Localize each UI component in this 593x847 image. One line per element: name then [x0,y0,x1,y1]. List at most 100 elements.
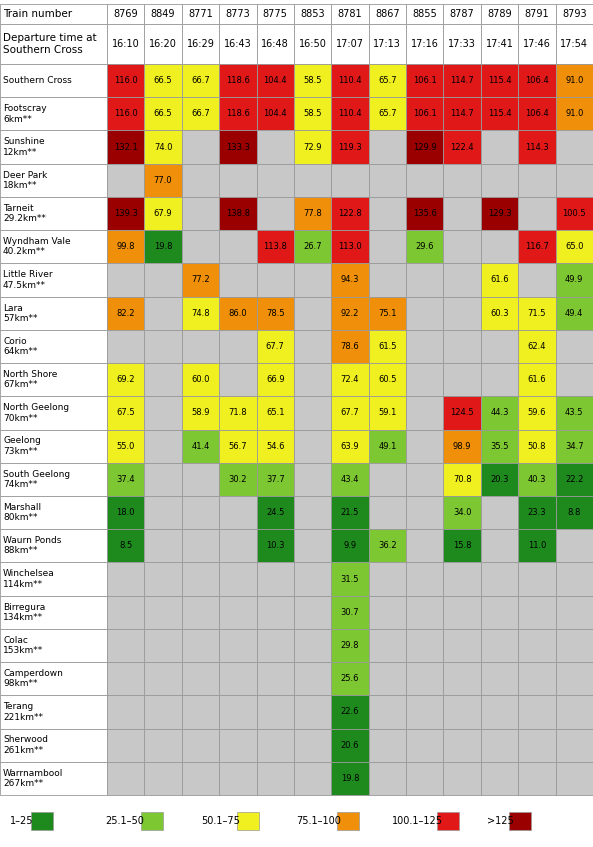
Bar [257,163,294,197]
Bar [0,130,107,163]
Bar [556,562,593,595]
Text: 8855: 8855 [412,9,437,19]
Bar [182,130,219,163]
Bar [518,263,556,296]
Bar [107,4,144,24]
Bar [144,163,182,197]
Bar [369,163,406,197]
Bar [406,4,444,24]
Bar [556,761,593,795]
Bar [0,761,107,795]
Text: Deer Park
18km**: Deer Park 18km** [3,170,47,190]
Text: 66.7: 66.7 [191,109,210,119]
Text: 106.4: 106.4 [525,76,549,85]
Text: 8849: 8849 [151,9,176,19]
Bar [294,24,331,64]
Bar [294,263,331,296]
Text: 17:33: 17:33 [448,39,476,49]
Bar [257,296,294,329]
Bar [182,296,219,329]
Bar [481,628,518,662]
Bar [182,662,219,695]
Bar [0,628,107,662]
Bar [556,429,593,462]
Bar [257,695,294,728]
Text: Camperdown
98km**: Camperdown 98km** [3,669,63,689]
Bar [444,329,481,363]
Bar [144,263,182,296]
Bar [481,695,518,728]
Bar [518,163,556,197]
Bar [444,628,481,662]
Bar [107,662,144,695]
Text: 114.3: 114.3 [525,142,549,152]
Text: 49.4: 49.4 [565,308,584,318]
Text: 25.1–50: 25.1–50 [106,817,144,827]
Text: Geelong
73km**: Geelong 73km** [3,436,41,456]
Text: 114.7: 114.7 [450,76,474,85]
Bar [331,761,369,795]
Text: 41.4: 41.4 [192,441,210,451]
Text: 8867: 8867 [375,9,400,19]
Bar [219,329,257,363]
Bar [107,496,144,529]
Bar [144,197,182,230]
Text: 29.6: 29.6 [416,242,434,252]
Bar [219,761,257,795]
Text: North Geelong
70km**: North Geelong 70km** [3,403,69,423]
Text: 67.7: 67.7 [266,342,285,351]
Bar [141,812,163,830]
Text: 129.3: 129.3 [487,209,511,218]
Text: 8793: 8793 [562,9,586,19]
Text: 110.4: 110.4 [338,76,362,85]
Text: 65.7: 65.7 [378,109,397,119]
Text: 110.4: 110.4 [338,109,362,119]
Bar [107,529,144,562]
Bar [556,462,593,496]
Text: 9.9: 9.9 [343,541,356,551]
Bar [294,761,331,795]
Bar [518,230,556,263]
Bar [107,130,144,163]
Text: Birregura
134km**: Birregura 134km** [3,602,45,622]
Bar [0,329,107,363]
Text: 15.8: 15.8 [453,541,471,551]
Bar [182,562,219,595]
Text: 43.4: 43.4 [341,475,359,484]
Bar [219,462,257,496]
Text: 22.6: 22.6 [341,707,359,717]
Bar [406,163,444,197]
Bar [107,197,144,230]
Bar [257,4,294,24]
Bar [406,761,444,795]
Bar [406,97,444,130]
Bar [0,363,107,396]
Text: 16:50: 16:50 [299,39,327,49]
Bar [556,695,593,728]
Bar [444,4,481,24]
Bar [556,396,593,429]
Bar [444,529,481,562]
Text: 82.2: 82.2 [116,308,135,318]
Bar [444,130,481,163]
Bar [369,496,406,529]
Bar [406,595,444,628]
Bar [444,296,481,329]
Bar [144,130,182,163]
Bar [107,695,144,728]
Bar [107,64,144,97]
Bar [444,163,481,197]
Bar [556,97,593,130]
Bar [257,363,294,396]
Bar [257,562,294,595]
Bar [144,4,182,24]
Bar [518,728,556,761]
Bar [518,429,556,462]
Text: 116.0: 116.0 [114,109,138,119]
Text: Tarneit
29.2km**: Tarneit 29.2km** [3,204,46,224]
Text: 17:54: 17:54 [560,39,588,49]
Bar [219,429,257,462]
Bar [294,595,331,628]
Text: North Shore
67km**: North Shore 67km** [3,370,58,390]
Text: Winchelsea
114km**: Winchelsea 114km** [3,569,55,589]
